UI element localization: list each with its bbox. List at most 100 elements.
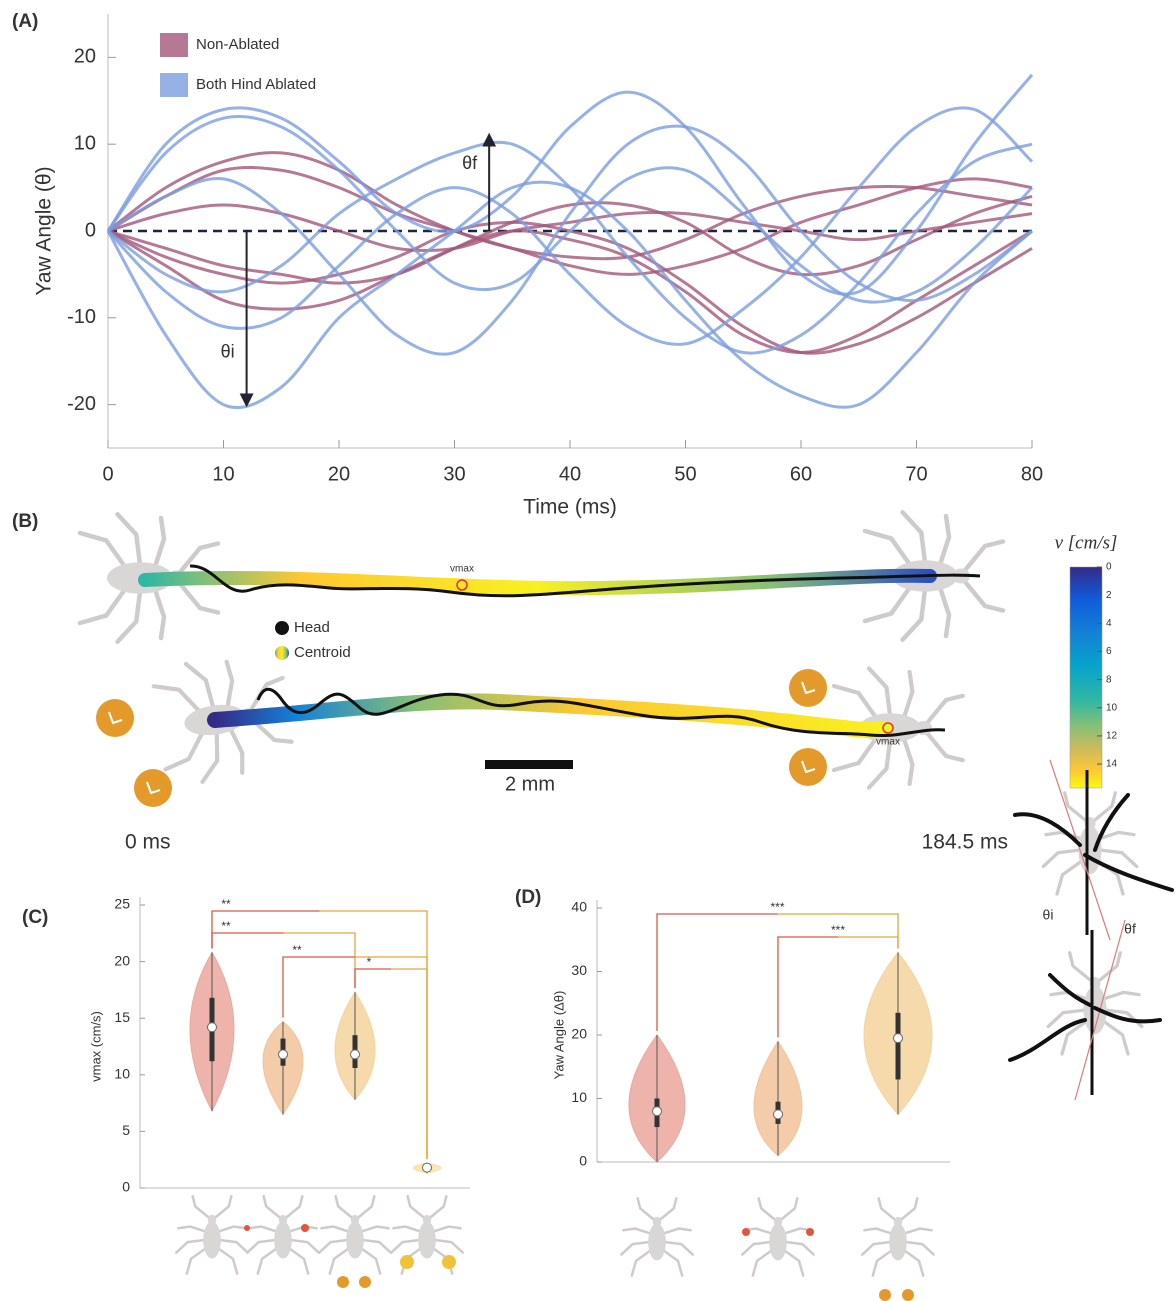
legend-dot	[275, 621, 289, 635]
median	[207, 1022, 217, 1033]
median	[893, 1033, 903, 1044]
ablation-dot	[806, 1228, 814, 1236]
scale-bar-label: 2 mm	[505, 773, 555, 795]
legend-label: Centroid	[294, 644, 351, 661]
x-tick-label: 40	[559, 463, 581, 485]
vmax-marker	[882, 722, 894, 734]
ablated-leg-marker	[134, 769, 172, 807]
insect-icon	[861, 1197, 935, 1277]
y-axis-label: Yaw Angle (θ)	[33, 166, 56, 295]
angle-label: θi	[1043, 907, 1054, 923]
median	[278, 1049, 288, 1060]
x-tick-label: 70	[905, 463, 927, 485]
series-line	[107, 194, 1033, 285]
panel-label: (A)	[12, 11, 38, 32]
colorbar-tick-label: 2	[1106, 590, 1112, 601]
y-tick-label: 40	[571, 899, 587, 915]
insect-icon	[741, 1197, 815, 1277]
significance-label: ***	[831, 923, 845, 937]
leg-icon	[801, 760, 816, 774]
ablation-dot	[879, 1289, 891, 1301]
series-line	[106, 73, 1034, 296]
significance-label: **	[221, 897, 231, 911]
significance-label: **	[292, 943, 302, 957]
ablated-leg-marker	[96, 699, 134, 737]
leg-stroke	[1013, 793, 1174, 892]
median	[773, 1109, 783, 1120]
series-line	[107, 124, 1033, 356]
median	[350, 1049, 360, 1060]
y-tick-label: 0	[122, 1179, 130, 1195]
panel-label: (B)	[12, 511, 38, 532]
significance-label: ***	[770, 900, 784, 914]
median	[422, 1162, 432, 1173]
x-tick-label: 50	[674, 463, 696, 485]
series-line	[107, 220, 1033, 355]
x-tick-label: 10	[212, 463, 234, 485]
box	[895, 1012, 901, 1080]
legend-swatch	[160, 73, 188, 97]
vmax-label: vmax	[876, 737, 900, 748]
y-tick-label: 30	[571, 962, 587, 978]
legend-dot	[275, 646, 289, 660]
time-label: 184.5 ms	[922, 831, 1008, 854]
ablation-dot	[902, 1289, 914, 1301]
scale-bar	[485, 760, 573, 769]
colorbar-title: v [cm/s]	[1055, 532, 1118, 553]
leg-stroke	[1008, 973, 1162, 1062]
heading-line	[1049, 759, 1111, 941]
y-tick-label: 20	[114, 952, 130, 968]
significance-bracket	[777, 936, 838, 1038]
significance-bracket	[354, 968, 391, 989]
insect-icon	[1046, 951, 1144, 1056]
head-track	[256, 687, 946, 738]
head-track	[189, 564, 981, 598]
series-line	[107, 203, 1033, 253]
ablation-dot	[244, 1225, 250, 1231]
leg-icon	[801, 681, 816, 695]
series-line	[107, 140, 1033, 355]
series-line	[106, 106, 1034, 346]
x-tick-label: 0	[102, 463, 113, 485]
significance-bracket	[838, 936, 899, 949]
median	[652, 1106, 662, 1117]
annotation-label: θi	[221, 341, 235, 361]
vmax-label: vmax	[450, 564, 474, 575]
x-tick-label: 80	[1021, 463, 1043, 485]
x-axis-label: Time (ms)	[523, 496, 617, 519]
annotation-label: θf	[462, 153, 478, 173]
significance-label: *	[367, 955, 372, 969]
x-tick-label: 60	[790, 463, 812, 485]
y-tick-label: -10	[67, 306, 96, 328]
panel-label: (C)	[22, 907, 48, 928]
ablation-dot	[442, 1255, 456, 1269]
x-tick-label: 30	[443, 463, 465, 485]
y-tick-label: 10	[74, 132, 96, 154]
ablation-dot	[337, 1276, 349, 1288]
y-tick-label: 10	[114, 1066, 130, 1082]
y-tick-label: 25	[114, 896, 130, 912]
significance-bracket	[283, 932, 356, 989]
colorbar-tick-label: 0	[1106, 562, 1112, 573]
colorbar-tick-label: 10	[1106, 702, 1118, 713]
insect-icon	[175, 1195, 249, 1275]
colorbar-tick-label: 12	[1106, 731, 1118, 742]
series-line	[107, 151, 1033, 261]
legend-swatch	[160, 33, 188, 57]
ablated-leg-marker	[789, 669, 827, 707]
series-line	[107, 166, 1033, 276]
vmax-marker	[456, 579, 468, 591]
leg-icon	[108, 711, 123, 725]
panel-label: (D)	[515, 887, 541, 908]
y-tick-label: 0	[85, 219, 96, 241]
leg-icon	[146, 781, 161, 795]
insect-icon	[620, 1197, 694, 1277]
ablation-dot	[742, 1228, 750, 1236]
y-tick-label: 20	[74, 46, 96, 68]
angle-label: θf	[1124, 921, 1136, 937]
colorbar-tick-label: 8	[1106, 674, 1112, 685]
y-tick-label: 5	[122, 1122, 130, 1138]
legend-label: Non-Ablated	[196, 36, 279, 53]
series-line	[107, 229, 1033, 355]
